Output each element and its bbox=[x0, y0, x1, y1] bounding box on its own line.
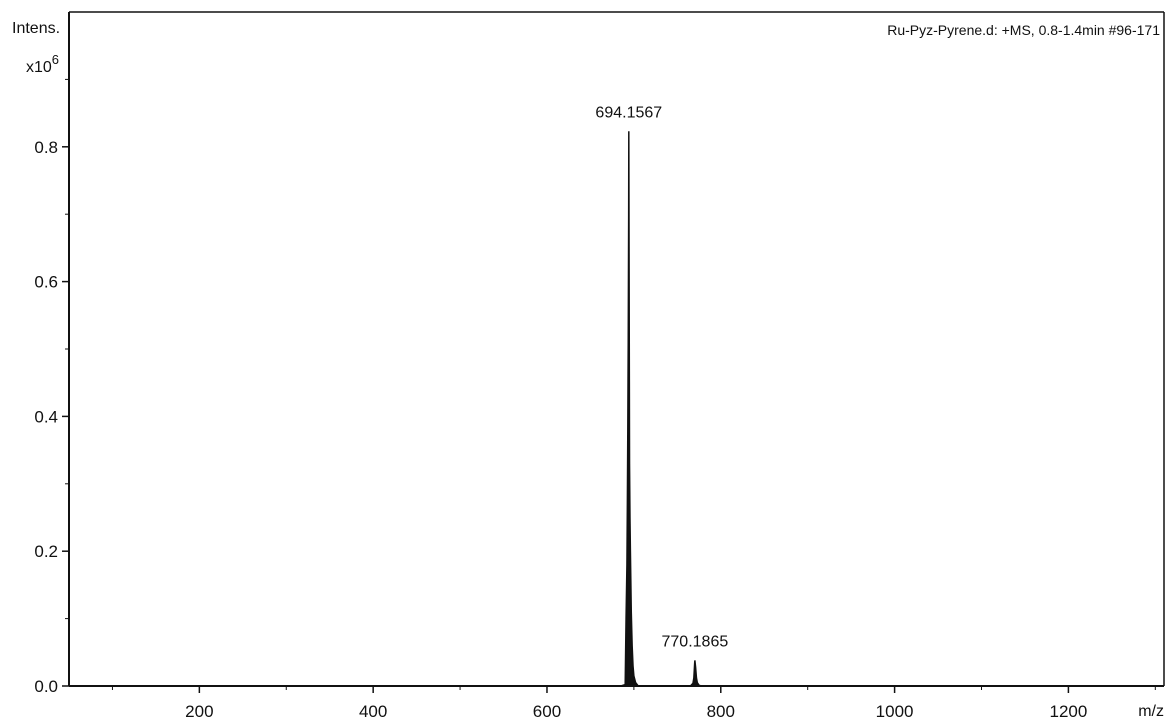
series-layer bbox=[620, 131, 702, 687]
y-tick-label: 0.2 bbox=[34, 542, 58, 561]
peak-label: 770.1865 bbox=[662, 633, 729, 650]
x-tick-label: 400 bbox=[359, 702, 387, 721]
y-axis-label: Intens. bbox=[12, 20, 60, 37]
y-tick-label: 0.4 bbox=[34, 407, 58, 426]
y-tick-label: 0.0 bbox=[34, 677, 58, 696]
y-tick-label: 0.8 bbox=[34, 138, 58, 157]
peak-label: 694.1567 bbox=[595, 104, 662, 121]
x-tick-label: 600 bbox=[533, 702, 561, 721]
spectrum-trace bbox=[620, 131, 702, 687]
x-axis-label: m/z bbox=[1138, 703, 1164, 720]
spectrum-fill bbox=[620, 131, 702, 687]
y-axis-multiplier-base: x10 bbox=[26, 59, 52, 76]
source-label: Ru-Pyz-Pyrene.d: +MS, 0.8-1.4min #96-171 bbox=[887, 22, 1160, 38]
x-tick-label: 1200 bbox=[1049, 702, 1087, 721]
x-tick-label: 200 bbox=[185, 702, 213, 721]
y-tick-label: 0.6 bbox=[34, 273, 58, 292]
ticks-layer: 200 400 600 800 1000 1200 0.0 0.2 0.4 0.6 0.8 bbox=[34, 78, 1156, 721]
x-tick-label: 800 bbox=[707, 702, 735, 721]
x-tick-label: 1000 bbox=[876, 702, 914, 721]
annotation-layer: 694.1567 770.1865 bbox=[595, 104, 728, 650]
y-axis-multiplier-exponent: 6 bbox=[52, 52, 59, 67]
y-axis-multiplier: x106 bbox=[26, 52, 59, 76]
